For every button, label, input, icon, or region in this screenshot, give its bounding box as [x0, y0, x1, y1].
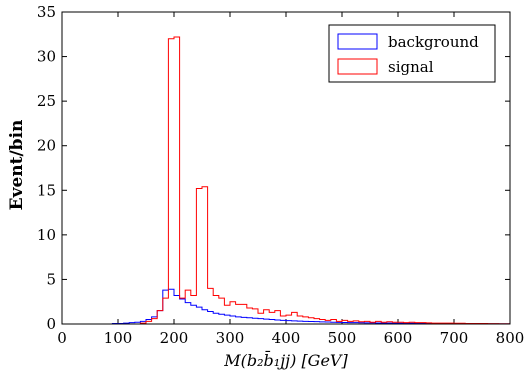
legend-label-background: background	[388, 33, 479, 51]
legend-swatch-signal	[337, 58, 378, 75]
x-axis-title: M(b₂b̄₁jj) [GeV]	[223, 349, 348, 370]
y-tick-label: 15	[37, 181, 56, 199]
y-tick-label: 35	[37, 3, 56, 21]
y-axis-title-group: Event/bin	[7, 120, 27, 211]
y-tick-label: 25	[37, 92, 56, 110]
legend-swatch-background	[337, 33, 378, 50]
x-tick-label: 600	[384, 329, 413, 347]
x-tick-label: 300	[216, 329, 245, 347]
series-background	[62, 288, 511, 325]
y-tick-label: 5	[46, 270, 56, 288]
y-tick-label: 0	[46, 315, 56, 333]
series-signal	[62, 36, 511, 325]
y-tick-label: 10	[37, 226, 56, 244]
y-tick-label: 30	[37, 48, 56, 66]
x-tick-label: 700	[440, 329, 469, 347]
legend: background signal	[328, 24, 496, 83]
x-tick-label: 200	[160, 329, 189, 347]
x-tick-label: 0	[57, 329, 67, 347]
x-tick-label: 500	[328, 329, 357, 347]
tick-labels: 0 100 200 300 400 500 600 700 800 0 5 10 15 20 25 30 35	[37, 3, 524, 347]
x-tick-label: 100	[104, 329, 133, 347]
x-tick-label: 400	[272, 329, 301, 347]
y-tick-label: 20	[37, 137, 56, 155]
y-axis-title: Event/bin	[7, 120, 27, 211]
series-layer	[62, 36, 511, 325]
plot-frame	[61, 11, 511, 325]
legend-label-signal: signal	[388, 58, 434, 76]
x-tick-label: 800	[496, 329, 525, 347]
